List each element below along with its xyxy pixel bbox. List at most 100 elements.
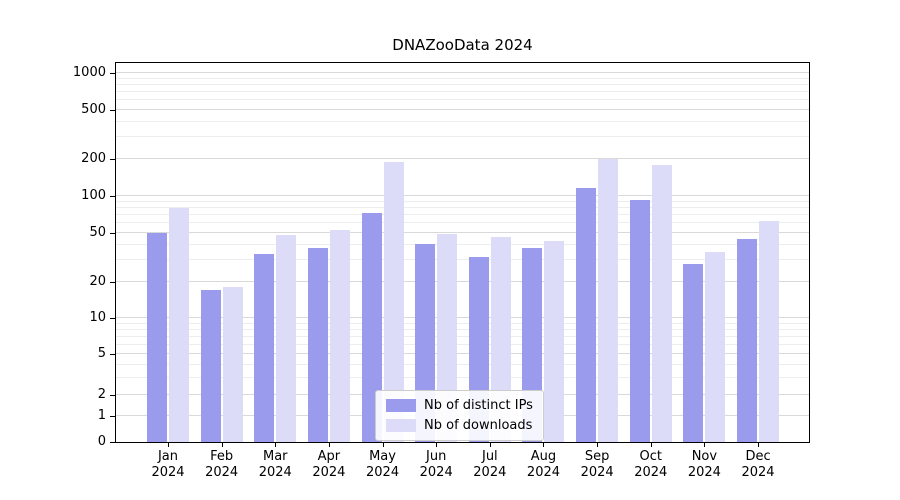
bar-nb-of-distinct-ips [361, 213, 382, 442]
bar-nb-of-distinct-ips [683, 263, 704, 442]
y-tick-mark [110, 72, 115, 74]
bar-nb-of-downloads [169, 207, 189, 442]
y-tick-label: 500 [81, 101, 106, 117]
x-tick-mark [650, 443, 652, 447]
legend-item-distinct-ips: Nb of distinct IPs [386, 398, 533, 413]
y-tick-mark [110, 416, 115, 418]
x-tick-label: Jul 2024 [473, 449, 507, 480]
y-tick-mark [110, 281, 115, 283]
bar-nb-of-distinct-ips [147, 232, 167, 442]
x-tick-mark [168, 443, 169, 447]
minor-gridline [116, 206, 809, 208]
y-tick-label: 200 [81, 150, 106, 166]
bar-nb-of-downloads [544, 240, 565, 442]
y-tick-mark [110, 158, 115, 160]
minor-gridline [116, 120, 809, 122]
minor-gridline [116, 335, 809, 337]
x-tick-label: Oct 2024 [634, 449, 668, 480]
minor-gridline [116, 363, 809, 365]
x-tick-label: Sep 2024 [580, 449, 614, 480]
minor-gridline [116, 83, 809, 85]
x-tick-label: Nov 2024 [687, 449, 721, 480]
major-gridline [116, 352, 809, 354]
bar-nb-of-downloads [222, 287, 243, 442]
y-tick-mark [110, 109, 115, 111]
y-tick-label: 1 [97, 408, 106, 424]
bar-nb-of-distinct-ips [737, 238, 758, 442]
chart-title: DNAZooData 2024 [392, 36, 533, 54]
minor-gridline [116, 99, 809, 101]
y-tick-label: 1000 [72, 64, 106, 80]
y-tick-label: 0 [97, 434, 106, 449]
bar-nb-of-distinct-ips [254, 253, 275, 442]
x-tick-label: Aug 2024 [526, 449, 561, 480]
x-tick-label: Dec 2024 [741, 449, 775, 480]
bar-nb-of-downloads [383, 161, 404, 442]
x-tick-mark [489, 443, 491, 447]
minor-gridline [116, 322, 809, 324]
minor-gridline [116, 329, 809, 331]
x-tick-mark [436, 443, 438, 447]
y-tick-label: 100 [81, 187, 106, 203]
bar-nb-of-distinct-ips [307, 247, 328, 442]
x-tick-label: Mar 2024 [258, 449, 292, 480]
x-tick-mark [704, 443, 706, 447]
bar-nb-of-distinct-ips [200, 290, 221, 442]
y-tick-label: 10 [89, 310, 106, 326]
legend-label-distinct-ips: Nb of distinct IPs [424, 398, 533, 413]
bar-nb-of-downloads [651, 164, 672, 442]
minor-gridline [116, 90, 809, 92]
x-tick-mark [221, 443, 223, 447]
minor-gridline [116, 213, 809, 215]
major-gridline [116, 108, 809, 110]
plot-area [115, 62, 810, 443]
minor-gridline [116, 243, 809, 245]
bar-nb-of-distinct-ips [576, 188, 597, 442]
legend-label-downloads: Nb of downloads [424, 418, 533, 433]
x-tick-mark [758, 443, 760, 447]
y-tick-mark [110, 353, 115, 355]
bar-nb-of-downloads [598, 159, 619, 442]
major-gridline [116, 194, 809, 196]
minor-gridline [116, 77, 809, 79]
legend: Nb of distinct IPs Nb of downloads [375, 390, 544, 441]
bar-nb-of-distinct-ips [629, 200, 650, 442]
legend-item-downloads: Nb of downloads [386, 418, 533, 433]
y-tick-mark [110, 442, 115, 443]
y-tick-mark [110, 394, 115, 396]
y-tick-label: 20 [89, 273, 106, 289]
bar-nb-of-downloads [705, 251, 726, 442]
x-tick-mark [597, 443, 599, 447]
y-tick-mark [110, 318, 115, 320]
y-tick-label: 5 [97, 345, 106, 361]
minor-gridline [116, 377, 809, 379]
minor-gridline [116, 200, 809, 202]
minor-gridline [116, 222, 809, 224]
x-tick-label: May 2024 [366, 449, 400, 480]
x-tick-label: Feb 2024 [205, 449, 239, 480]
bar-nb-of-downloads [759, 221, 780, 442]
minor-gridline [116, 259, 809, 261]
x-tick-mark [382, 443, 384, 447]
major-gridline [116, 157, 809, 159]
x-tick-mark [543, 443, 545, 447]
major-gridline [116, 231, 809, 233]
y-tick-label: 50 [89, 224, 106, 240]
x-tick-label: Jun 2024 [419, 449, 453, 480]
x-tick-mark [275, 443, 277, 447]
major-gridline [116, 280, 809, 282]
x-tick-label: Apr 2024 [312, 449, 346, 480]
legend-swatch-distinct-ips [386, 399, 416, 412]
y-tick-label: 2 [97, 386, 106, 402]
y-tick-mark [110, 195, 115, 197]
x-tick-label: Jan 2024 [151, 449, 185, 480]
bar-nb-of-downloads [329, 229, 350, 442]
legend-swatch-downloads [386, 419, 416, 432]
x-tick-mark [328, 443, 330, 447]
major-gridline [116, 317, 809, 319]
y-tick-mark [110, 232, 115, 234]
major-gridline [116, 71, 809, 73]
minor-gridline [116, 343, 809, 345]
minor-gridline [116, 136, 809, 138]
